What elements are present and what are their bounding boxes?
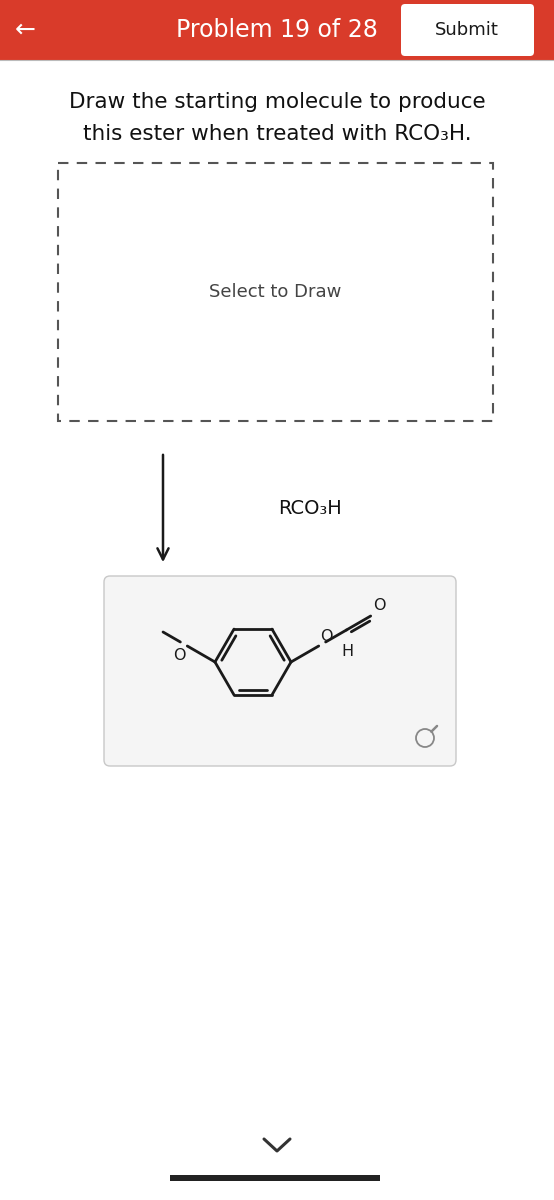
Text: O: O — [373, 598, 385, 613]
Bar — [170, 1175, 380, 1181]
Text: Draw the starting molecule to produce: Draw the starting molecule to produce — [69, 92, 485, 112]
Text: Submit: Submit — [435, 20, 499, 38]
Text: ←: ← — [14, 18, 35, 42]
Text: O: O — [320, 629, 332, 644]
Bar — [58, 163, 493, 421]
FancyBboxPatch shape — [401, 4, 534, 56]
Text: RCO₃H: RCO₃H — [278, 498, 342, 517]
Text: Problem 19 of 28: Problem 19 of 28 — [176, 18, 378, 42]
Text: O: O — [173, 648, 185, 662]
Text: this ester when treated with RCO₃H.: this ester when treated with RCO₃H. — [83, 124, 471, 144]
Text: H: H — [341, 644, 353, 659]
Bar — [0, 0, 554, 60]
FancyBboxPatch shape — [104, 576, 456, 766]
Text: Select to Draw: Select to Draw — [209, 283, 342, 301]
